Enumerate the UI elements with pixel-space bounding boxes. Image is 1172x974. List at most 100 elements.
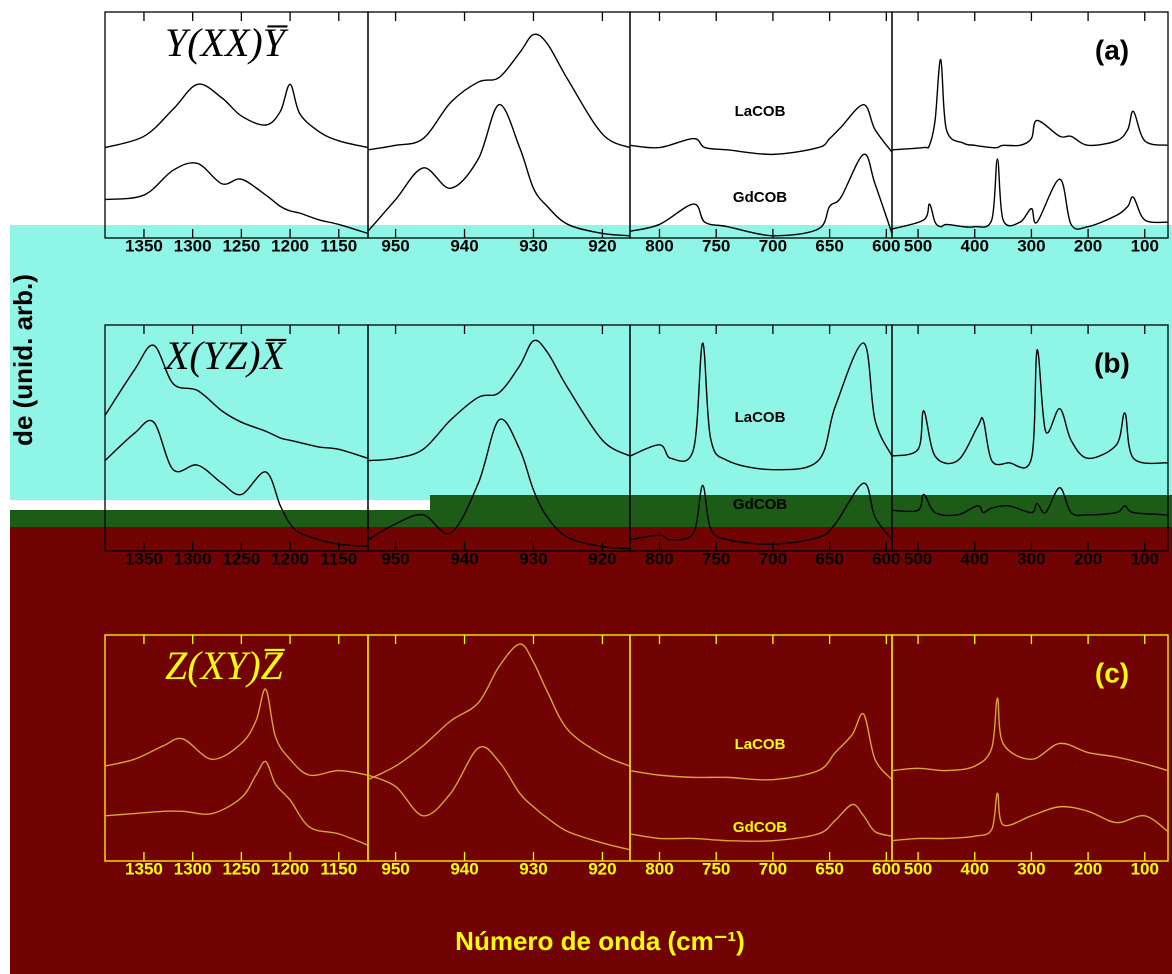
spectrum-line	[629, 153, 893, 237]
x-tick-label: 940	[450, 236, 478, 255]
spectrum-line	[629, 482, 893, 545]
spectrum-line	[104, 83, 369, 149]
x-tick-label: 800	[645, 859, 673, 878]
x-tick-label: 930	[519, 859, 547, 878]
x-tick-label: 600	[872, 859, 900, 878]
x-tick-label: 100	[1131, 859, 1159, 878]
panel-frame	[891, 634, 1169, 862]
spectrum-line	[891, 349, 1169, 469]
x-axis-label: Número de onda (cm⁻¹)	[455, 926, 745, 956]
spectrum-line	[891, 158, 1169, 230]
spectrum-line	[367, 746, 631, 851]
panel-label: (a)	[1095, 34, 1129, 65]
spectrum-line	[629, 342, 893, 471]
spectrum-line	[367, 339, 631, 462]
panel-frame	[891, 11, 1169, 239]
spectrum-line	[104, 162, 369, 235]
panel-frame	[367, 11, 631, 239]
panel: 1350 1300 1250 1200 1150 950 940 930 920 800 750 70…	[104, 634, 1169, 956]
spectrum-line	[367, 643, 631, 781]
spectrum-line	[891, 487, 1169, 517]
x-tick-label: 650	[815, 859, 843, 878]
spectrum-line	[104, 688, 369, 777]
x-tick-label: 930	[519, 549, 547, 568]
background-band	[10, 225, 1172, 500]
x-tick-label: 700	[759, 236, 787, 255]
x-tick-label: 100	[1131, 236, 1159, 255]
x-tick-label: 500	[904, 859, 932, 878]
x-tick-label: 300	[1017, 859, 1045, 878]
series-label: GdCOB	[733, 189, 787, 206]
x-tick-label: 1200	[271, 236, 309, 255]
x-tick-label: 1350	[125, 549, 163, 568]
x-tick-label: 1150	[320, 859, 357, 878]
panel: 1350 1300 1250 1200 1150 950 940 930 920 800 750 70…	[8, 274, 1169, 568]
spectrum-line	[629, 103, 893, 156]
x-tick-label: 1350	[125, 236, 163, 255]
x-tick-label: 1250	[222, 236, 260, 255]
scattering-geometry: Z(XY)Z̅	[165, 643, 286, 688]
x-tick-label: 400	[961, 859, 989, 878]
x-tick-label: 940	[450, 549, 478, 568]
x-tick-label: 920	[588, 236, 616, 255]
x-tick-label: 1300	[174, 236, 212, 255]
x-tick-label: 1250	[222, 549, 260, 568]
background-band	[10, 510, 1172, 528]
series-label: LaCOB	[735, 409, 786, 426]
x-tick-label: 200	[1074, 549, 1102, 568]
x-tick-label: 750	[702, 236, 730, 255]
x-tick-label: 600	[872, 236, 900, 255]
x-tick-label: 200	[1074, 859, 1102, 878]
x-tick-label: 1200	[271, 859, 309, 878]
x-tick-label: 400	[961, 549, 989, 568]
x-tick-label: 1200	[271, 549, 309, 568]
series-label: GdCOB	[733, 819, 787, 836]
spectrum-line	[629, 712, 893, 781]
x-tick-label: 700	[759, 549, 787, 568]
spectrum-line	[104, 344, 369, 460]
spectrum-line	[891, 697, 1169, 772]
x-tick-label: 920	[588, 549, 616, 568]
x-tick-label: 1150	[320, 236, 357, 255]
panel-label: (b)	[1094, 347, 1130, 378]
spectrum-line	[367, 418, 631, 550]
x-tick-label: 800	[645, 236, 673, 255]
x-tick-label: 500	[904, 236, 932, 255]
spectrum-line	[367, 103, 631, 237]
x-tick-label: 950	[381, 236, 409, 255]
x-tick-label: 300	[1017, 236, 1045, 255]
x-tick-label: 800	[645, 549, 673, 568]
x-tick-label: 940	[450, 859, 478, 878]
x-tick-label: 1250	[222, 859, 260, 878]
panel-frame	[891, 324, 1169, 552]
x-tick-label: 1150	[320, 549, 357, 568]
x-tick-label: 950	[381, 549, 409, 568]
x-tick-label: 300	[1017, 549, 1045, 568]
background-band	[10, 527, 1172, 974]
x-tick-label: 930	[519, 236, 547, 255]
spectrum-line	[104, 760, 369, 846]
x-tick-label: 700	[759, 859, 787, 878]
spectrum-line	[367, 33, 631, 151]
series-label: LaCOB	[735, 103, 786, 120]
x-tick-label: 750	[702, 549, 730, 568]
y-axis-label: de (unid. arb.)	[8, 274, 38, 446]
panel-label: (c)	[1095, 657, 1129, 688]
spectrum-line	[891, 792, 1169, 842]
x-tick-label: 600	[872, 549, 900, 568]
x-tick-label: 200	[1074, 236, 1102, 255]
x-tick-label: 650	[815, 549, 843, 568]
series-label: LaCOB	[735, 736, 786, 753]
x-tick-label: 100	[1131, 549, 1159, 568]
series-label: GdCOB	[733, 496, 787, 513]
x-tick-label: 1350	[125, 859, 163, 878]
scattering-geometry: Y(XX)Y̅	[165, 20, 289, 65]
spectrum-line	[629, 803, 893, 842]
scattering-geometry: X(YZ)X̅	[163, 333, 287, 378]
panel: 1350 1300 1250 1200 1150 950 940 930 920 800 750 70…	[104, 11, 1169, 255]
x-tick-label: 750	[702, 859, 730, 878]
x-tick-label: 1300	[174, 549, 212, 568]
x-tick-label: 500	[904, 549, 932, 568]
